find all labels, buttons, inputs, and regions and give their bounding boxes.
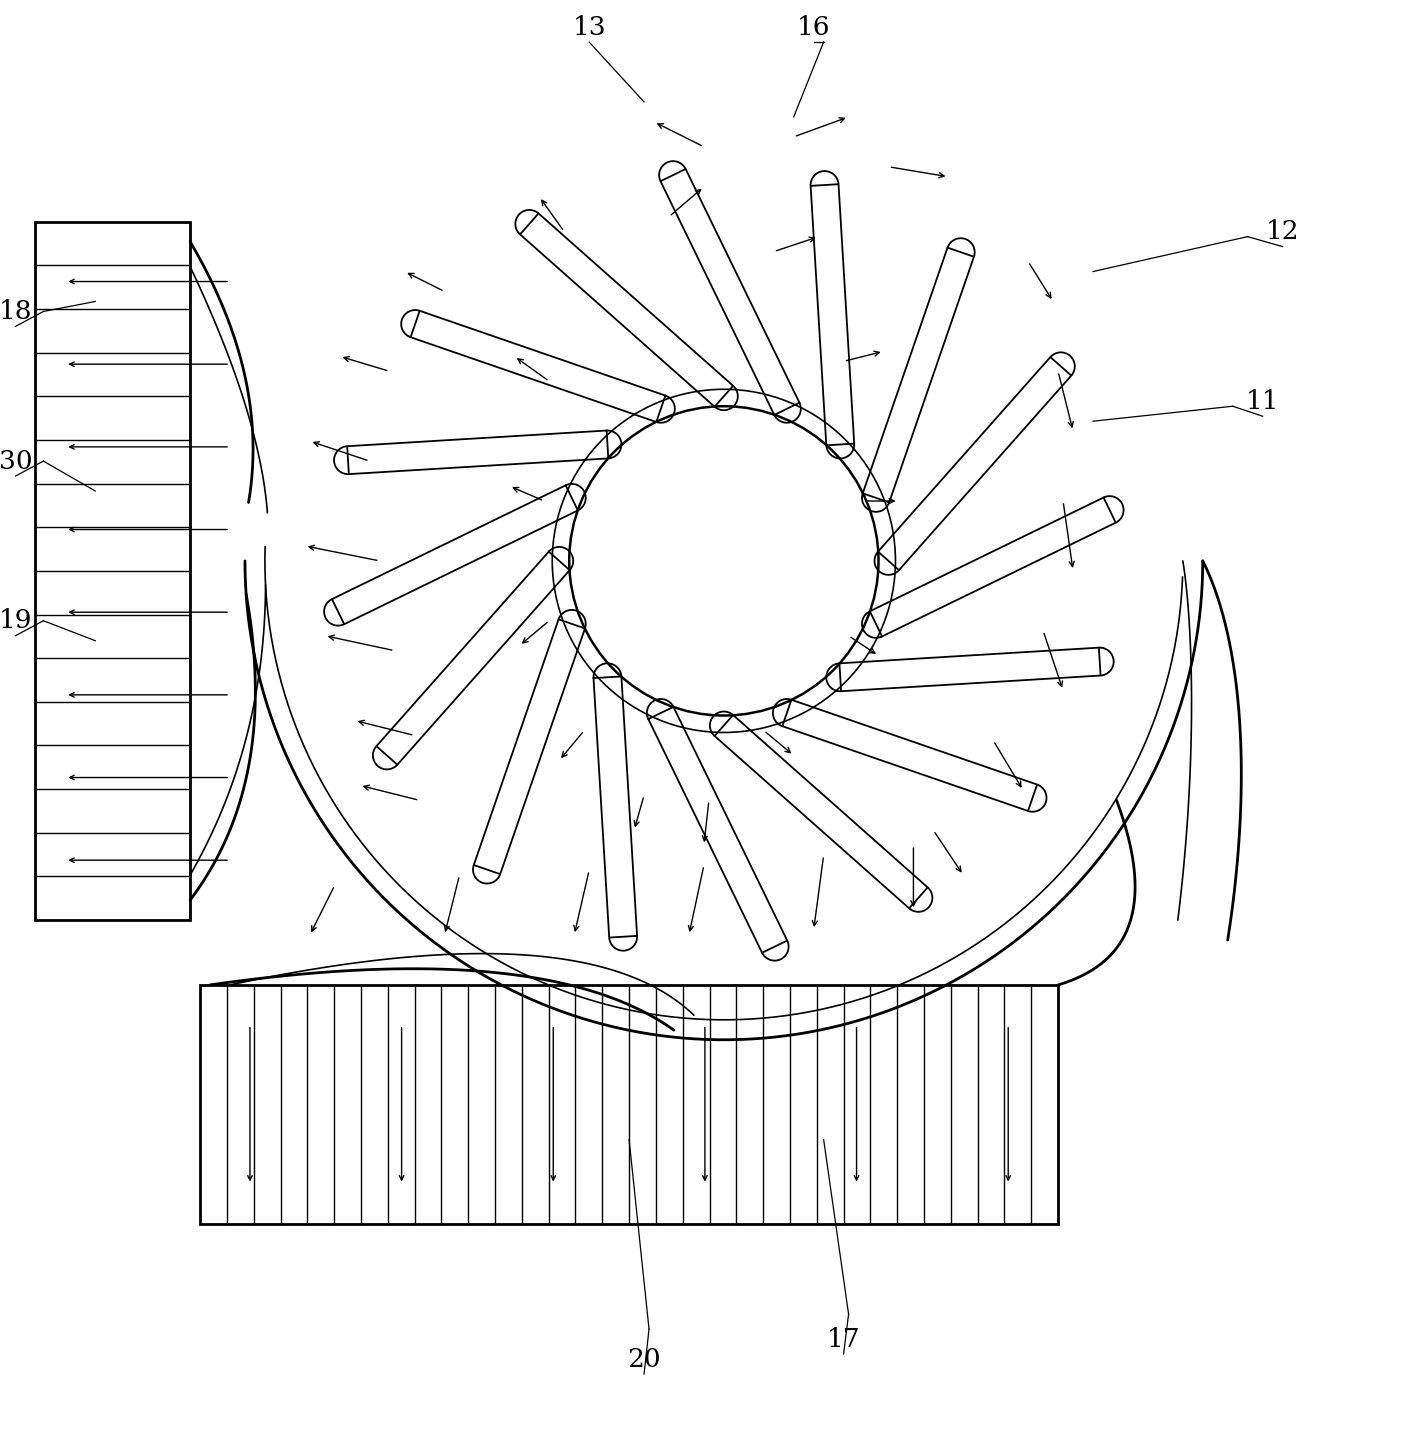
Text: 13: 13 <box>572 15 606 39</box>
Text: 11: 11 <box>1246 389 1280 414</box>
Text: 20: 20 <box>627 1347 661 1371</box>
Text: 17: 17 <box>826 1326 860 1351</box>
Bar <box>201 985 1058 1225</box>
Text: 12: 12 <box>1266 219 1299 244</box>
Text: 19: 19 <box>0 608 32 633</box>
Text: 18: 18 <box>0 299 32 324</box>
Text: 30: 30 <box>0 448 32 473</box>
Bar <box>35 222 189 920</box>
Text: 16: 16 <box>797 15 831 39</box>
